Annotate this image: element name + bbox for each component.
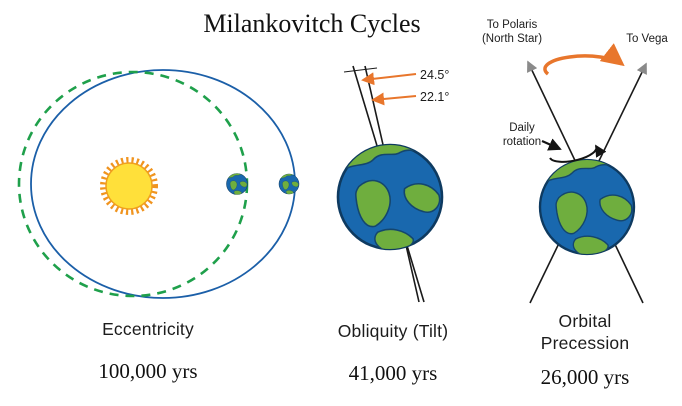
eccentricity-label: Eccentricity: [102, 319, 194, 339]
precession-period: 26,000 yrs: [541, 365, 630, 389]
daily-rotation-pointer: [541, 138, 562, 151]
daily-rotation-arc-arrow: [549, 144, 607, 163]
precession-circle-arrow: [543, 43, 625, 76]
vega-label: To Vega: [626, 33, 668, 45]
eccentricity-period: 100,000 yrs: [98, 359, 197, 383]
angle-inner-label: 22.1°: [420, 90, 449, 104]
daily-rotation-label-line1: Daily: [509, 122, 535, 134]
sun-disc: [105, 162, 153, 210]
eccentricity-panel: Eccentricity 100,000 yrs: [17, 69, 299, 383]
precession-label-line2: Precession: [541, 333, 630, 353]
angle-arrow-24-5: [361, 72, 417, 86]
daily-rotation-label-line2: rotation: [503, 136, 541, 148]
orbit-ellipse-solid: [30, 69, 296, 299]
obliquity-label: Obliquity (Tilt): [338, 321, 448, 341]
angle-reference-tick: [343, 67, 378, 73]
sun: [100, 157, 158, 215]
obliquity-earth: [338, 143, 442, 251]
angle-outer-label: 24.5°: [420, 68, 449, 82]
page-title: Milankovitch Cycles: [203, 9, 420, 38]
earth-on-solid-orbit: [279, 174, 299, 195]
polaris-label-line2: (North Star): [482, 33, 542, 45]
precession-earth: [540, 158, 634, 256]
angle-arrow-22-1: [371, 92, 417, 106]
obliquity-panel: 24.5° 22.1° Obliquity (Tilt) 41,000 yrs: [338, 65, 449, 385]
precession-label-line1: Orbital: [559, 311, 612, 331]
sun-rays: [100, 157, 158, 215]
obliquity-period: 41,000 yrs: [349, 361, 438, 385]
precession-panel: To Polaris (North Star) To Vega Daily ro…: [482, 19, 668, 389]
earth-on-dashed-orbit: [227, 173, 248, 195]
polaris-label-line1: To Polaris: [487, 19, 538, 31]
